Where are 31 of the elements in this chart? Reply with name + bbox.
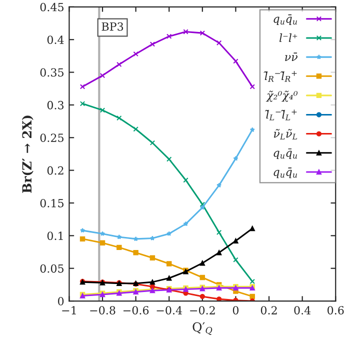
- y-tick-label: 0.45: [40, 2, 64, 12]
- y-tick-label: 0.2: [47, 166, 64, 175]
- y-tick-label: 0.35: [40, 68, 64, 77]
- x-tick-label: 0.6: [328, 306, 344, 314]
- legend-label: νν̄: [285, 52, 298, 61]
- legend-label: χ̃₂⁰χ̃₄⁰: [266, 90, 298, 102]
- x-tick-label: 0.2: [260, 306, 277, 314]
- y-axis-title: Br(Z′ → 2X): [22, 116, 34, 193]
- x-tick-label: 0: [232, 306, 239, 314]
- legend-label: l⁻l⁺: [279, 33, 298, 42]
- y-tick-label: 0: [58, 296, 64, 306]
- y-tick-label: 0.15: [40, 198, 64, 208]
- legend-label: ν̃$_{L}$ν̃$_{L}$: [274, 129, 298, 140]
- y-tick-label: 0.25: [40, 134, 64, 142]
- x-tick-label: −0.2: [190, 306, 215, 314]
- annotation: BP3: [102, 22, 124, 31]
- legend-label: q$_{u}$q̄$_{u}$: [274, 148, 297, 160]
- y-tick-label: 0.4: [47, 36, 64, 44]
- x-tick-label: −0.6: [123, 306, 149, 314]
- legend-label: q$_{u}$q̄$_{u}$: [274, 14, 297, 26]
- x-tick-label: 0.4: [294, 306, 311, 314]
- x-tick-label: −1: [62, 306, 76, 314]
- y-tick-label: 0.3: [47, 100, 64, 110]
- legend-label: l̃$_{R}$$^{−}$l̃$_{R}$$^{+}$: [264, 71, 297, 82]
- y-tick-label: 0.05: [40, 264, 64, 273]
- legend-label: l̃$_{L}$$^{−}$l̃$_{L}$$^{+}$: [265, 110, 297, 120]
- legend-label: q$_{u}$q̄$_{u}$: [274, 168, 297, 178]
- y-tick-label: 0.1: [47, 232, 63, 240]
- x-tick-label: −0.8: [90, 306, 116, 314]
- x-axis-title: Q′$_{Q}$: [192, 322, 212, 335]
- x-tick-label: −0.4: [156, 306, 182, 314]
